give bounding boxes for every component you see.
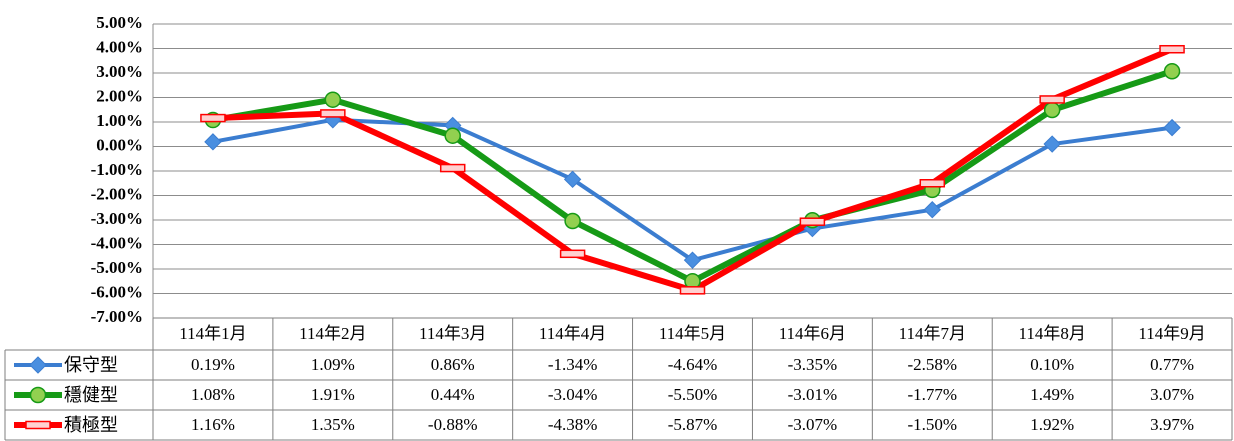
marker bbox=[324, 91, 342, 108]
data-label: -3.35% bbox=[788, 355, 838, 374]
y-tick-label: -4.00% bbox=[91, 233, 143, 252]
marker bbox=[204, 133, 222, 151]
y-tick-label: 0.00% bbox=[96, 135, 143, 154]
legend-label: 穩健型 bbox=[64, 385, 118, 406]
marker bbox=[29, 356, 47, 374]
y-tick-label: -7.00% bbox=[91, 307, 143, 326]
y-tick-label: 5.00% bbox=[96, 13, 143, 32]
y-tick-label: 1.00% bbox=[96, 111, 143, 130]
data-label: 1.09% bbox=[311, 355, 355, 374]
data-label: -3.04% bbox=[548, 385, 598, 404]
legend-entry: 保守型 bbox=[14, 355, 118, 376]
data-table: 114年1月 114年2月 114年3月 114年4月 114年5月 114年6月 114年… bbox=[4, 317, 1233, 441]
marker bbox=[439, 163, 466, 173]
data-label: 0.77% bbox=[1150, 355, 1194, 374]
data-label: 1.08% bbox=[191, 385, 235, 404]
marker bbox=[1043, 135, 1061, 153]
marker bbox=[1043, 101, 1061, 119]
y-tick-label: -3.00% bbox=[91, 209, 143, 228]
data-label: 1.35% bbox=[311, 415, 355, 434]
legend-label: 保守型 bbox=[64, 355, 118, 376]
data-label: -5.87% bbox=[668, 415, 718, 434]
marker bbox=[564, 212, 581, 230]
data-label: -3.01% bbox=[788, 385, 838, 404]
x-tick-label: 114年1月 bbox=[179, 324, 246, 343]
data-label: 1.16% bbox=[191, 415, 235, 434]
marker bbox=[559, 249, 586, 259]
data-label: -1.50% bbox=[907, 415, 957, 434]
series-line bbox=[212, 117, 1173, 263]
y-tick-label: -1.00% bbox=[91, 160, 143, 179]
marker bbox=[683, 251, 702, 269]
x-tick-label: 114年3月 bbox=[419, 324, 486, 343]
marker bbox=[25, 420, 51, 430]
marker bbox=[923, 201, 941, 219]
data-label: 3.07% bbox=[1150, 385, 1194, 404]
data-label: -2.58% bbox=[907, 355, 957, 374]
marker bbox=[919, 179, 946, 188]
series-line bbox=[212, 68, 1173, 285]
marker bbox=[200, 113, 226, 123]
x-tick-label: 114年5月 bbox=[659, 324, 726, 343]
x-tick-label: 114年8月 bbox=[1018, 324, 1085, 343]
marker bbox=[29, 386, 47, 404]
data-label: 1.92% bbox=[1030, 415, 1074, 434]
y-tick-label: -6.00% bbox=[91, 282, 143, 301]
marker bbox=[444, 127, 461, 144]
x-tick-label: 114年9月 bbox=[1138, 324, 1205, 343]
y-tick-label: 3.00% bbox=[96, 62, 143, 81]
data-label: -4.38% bbox=[548, 415, 598, 434]
marker bbox=[1163, 118, 1181, 137]
y-tick-label: 2.00% bbox=[96, 86, 143, 105]
legend-entry: 穩健型 bbox=[14, 385, 118, 406]
y-tick-label: -5.00% bbox=[91, 258, 143, 277]
marker bbox=[1039, 95, 1065, 104]
data-label: 0.44% bbox=[431, 385, 475, 404]
marker bbox=[1163, 63, 1181, 80]
x-tick-label: 114年2月 bbox=[299, 324, 366, 343]
legend-entry: 積極型 bbox=[14, 415, 118, 436]
y-tick-label: 4.00% bbox=[96, 37, 143, 56]
y-tick-label: -2.00% bbox=[91, 184, 143, 203]
data-label: -1.34% bbox=[548, 355, 598, 374]
data-label: 1.91% bbox=[311, 385, 355, 404]
data-label: 0.19% bbox=[191, 355, 235, 374]
data-label: -4.64% bbox=[668, 355, 718, 374]
marker bbox=[563, 170, 582, 189]
marker bbox=[1159, 44, 1185, 54]
data-label: -0.88% bbox=[428, 415, 478, 434]
data-label: -3.07% bbox=[788, 415, 838, 434]
x-tick-label: 114年6月 bbox=[779, 324, 846, 343]
marker bbox=[679, 286, 706, 295]
marker bbox=[320, 109, 346, 118]
data-label: 3.97% bbox=[1150, 415, 1194, 434]
data-label: -5.50% bbox=[668, 385, 718, 404]
x-tick-label: 114年4月 bbox=[539, 324, 606, 343]
data-label: 0.10% bbox=[1030, 355, 1074, 374]
data-label: -1.77% bbox=[907, 385, 957, 404]
data-label: 0.86% bbox=[431, 355, 475, 374]
legend-label: 積極型 bbox=[64, 415, 118, 436]
data-label: 1.49% bbox=[1030, 385, 1074, 404]
x-tick-label: 114年7月 bbox=[899, 324, 966, 343]
marker bbox=[799, 217, 826, 226]
